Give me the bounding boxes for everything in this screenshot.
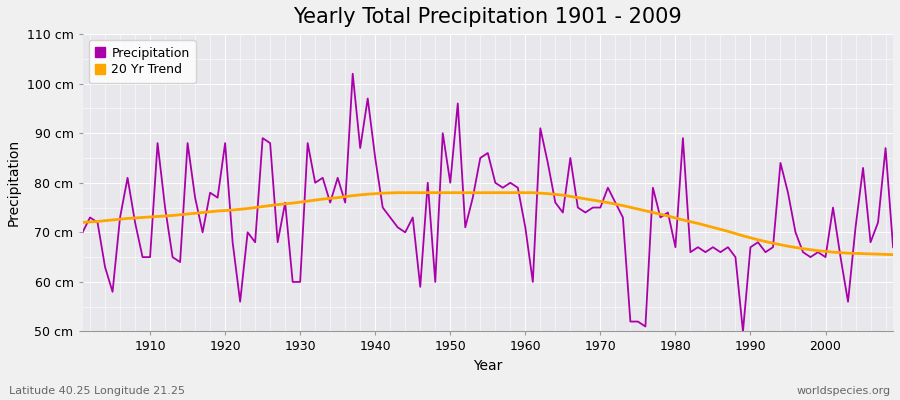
Legend: Precipitation, 20 Yr Trend: Precipitation, 20 Yr Trend (89, 40, 196, 82)
Precipitation (617, 215, 628, 220)
20 Yr Trend (77, 220, 88, 225)
Precipitation (77, 230, 88, 235)
20 Yr Trend (273, 202, 284, 207)
Line: Precipitation: Precipitation (83, 74, 893, 332)
Text: worldspecies.org: worldspecies.org (796, 386, 891, 396)
20 Yr Trend (873, 252, 884, 256)
20 Yr Trend (377, 191, 388, 196)
Y-axis label: Precipitation: Precipitation (7, 139, 21, 226)
X-axis label: Year: Year (473, 359, 502, 373)
20 Yr Trend (227, 208, 238, 212)
Text: Latitude 40.25 Longitude 21.25: Latitude 40.25 Longitude 21.25 (9, 386, 185, 396)
Precipitation (527, 280, 538, 284)
Precipitation (302, 141, 313, 146)
20 Yr Trend (813, 248, 824, 253)
Precipitation (887, 245, 898, 250)
Precipitation (137, 255, 148, 260)
20 Yr Trend (392, 190, 403, 195)
Precipitation (347, 71, 358, 76)
Line: 20 Yr Trend: 20 Yr Trend (83, 193, 893, 255)
Precipitation (355, 146, 365, 150)
Title: Yearly Total Precipitation 1901 - 2009: Yearly Total Precipitation 1901 - 2009 (293, 7, 682, 27)
20 Yr Trend (167, 213, 178, 218)
Precipitation (520, 225, 531, 230)
20 Yr Trend (887, 252, 898, 257)
Precipitation (738, 329, 749, 334)
